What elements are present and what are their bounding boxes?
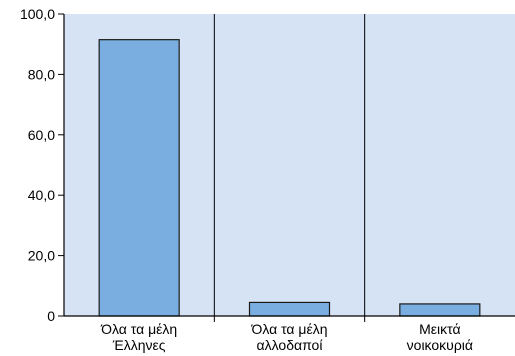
bars	[98, 39, 481, 317]
bar-2	[248, 301, 331, 317]
bar-3	[399, 303, 481, 317]
y-tick-label: 0	[47, 308, 55, 324]
y-tick-label: 60,0	[28, 127, 55, 143]
x-category-label: Όλα τα μέλη Έλληνες	[100, 321, 177, 353]
x-category-label-line: αλλοδαποί	[257, 337, 323, 353]
x-category-label-line: Μεικτά	[419, 321, 460, 337]
y-tick-label: 80,0	[28, 66, 55, 82]
bar-1	[98, 39, 180, 317]
x-category-label-line: Έλληνες	[112, 337, 166, 353]
x-category-label-line: νοικοκυριά	[407, 337, 473, 353]
category-separators	[213, 14, 366, 316]
y-axis: 0 20,0 40,0 60,0 80,0 100,0	[20, 6, 65, 324]
x-category-label-line: Όλα τα μέλη	[250, 321, 327, 337]
x-category-label: Όλα τα μέλη αλλοδαποί	[250, 321, 327, 353]
x-category-label-line: Όλα τα μέλη	[100, 321, 177, 337]
y-tick-label: 40,0	[28, 187, 55, 203]
y-tick-label: 20,0	[28, 248, 55, 264]
y-tick-label: 100,0	[20, 6, 55, 22]
x-category-label: Μεικτά νοικοκυριά	[407, 321, 473, 353]
